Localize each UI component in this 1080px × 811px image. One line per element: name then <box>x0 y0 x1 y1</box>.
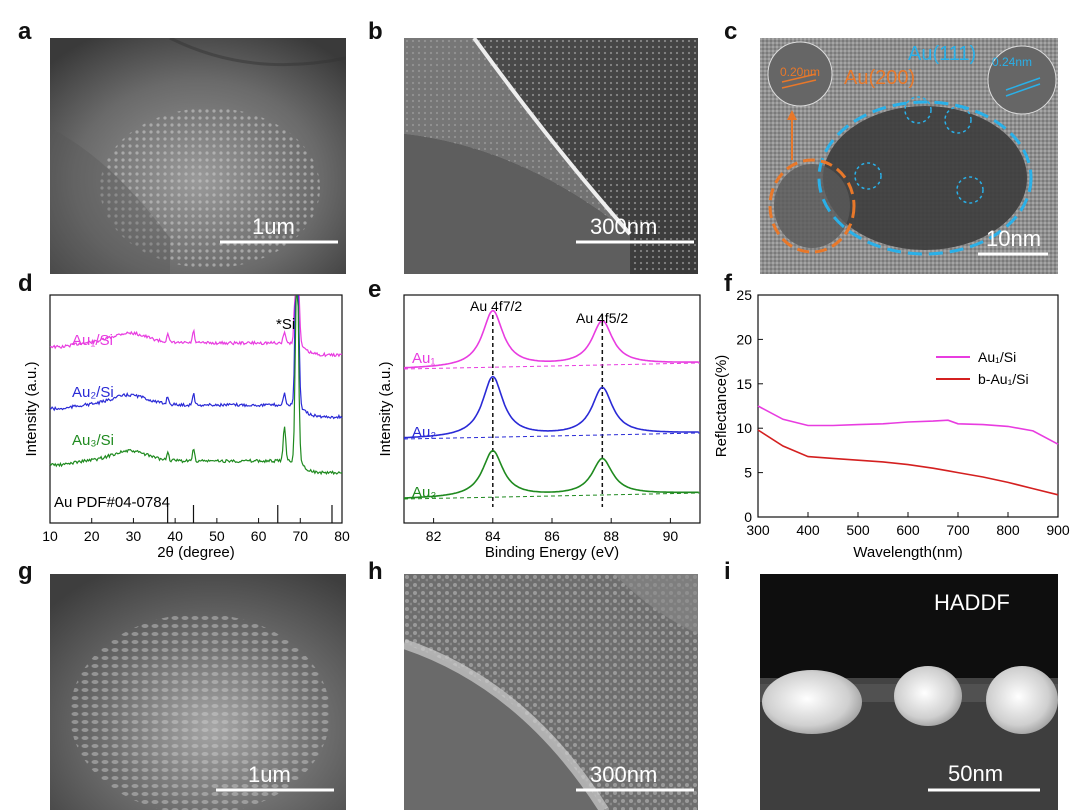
xtick-label-f: 400 <box>796 522 820 538</box>
legend-e-au2: Au₂ <box>412 424 436 441</box>
ytick-label-f: 25 <box>736 287 752 303</box>
chart-xps: 82 84 86 88 90 Intensity (a.u.) Binding Ener… <box>360 285 720 565</box>
panel-letter-e: e <box>368 276 382 303</box>
tem-image-c: 0.20nm 0.24nm Au(200) Au(111) 10nm <box>760 38 1058 274</box>
panel-letter-h: h <box>368 558 383 585</box>
xps-curve-3 <box>403 449 699 499</box>
xtick-label-e: 84 <box>485 528 501 544</box>
xtick-label-d: 60 <box>251 528 267 544</box>
xtick-label-e: 88 <box>603 528 619 544</box>
ytick-label-f: 0 <box>744 509 752 525</box>
legend-d-au3: Au₃/Si <box>72 432 114 449</box>
legend-f-bau1: b-Au₁/Si <box>978 371 1029 387</box>
haddf-image-i: HADDF 50nm <box>760 574 1058 810</box>
xtick-label-d: 50 <box>209 528 225 544</box>
xtick-label-d: 30 <box>126 528 142 544</box>
ylabel-d: Intensity (a.u.) <box>23 361 40 456</box>
si-annotation: *Si <box>276 316 295 333</box>
legend-e-au1: Au₁ <box>412 350 435 367</box>
ytick-label-f: 10 <box>736 420 752 436</box>
sem-image-g: 1um <box>50 574 346 810</box>
xtick-label-d: 40 <box>167 528 183 544</box>
xrd-curve-2 <box>49 295 343 420</box>
xtick-label-d: 20 <box>84 528 100 544</box>
xtick-label-d: 70 <box>292 528 308 544</box>
xps-curve-2 <box>403 375 699 439</box>
legend-e-au3: Au₃ <box>412 484 436 501</box>
xtick-label-f: 800 <box>996 522 1020 538</box>
plot-frame-e <box>403 294 701 524</box>
plane-label-111: Au(111) <box>908 43 976 65</box>
xps-baseline-1 <box>403 362 701 370</box>
scale-label-h: 300nm <box>590 762 657 787</box>
xrd-curve-3 <box>49 295 343 476</box>
xtick-label-f: 700 <box>946 522 970 538</box>
xps-baseline-3 <box>403 492 701 500</box>
panel-letter-g: g <box>18 558 33 585</box>
scale-label-g: 1um <box>248 762 291 787</box>
sem-image-h: 300nm <box>404 574 698 810</box>
panel-letter-b: b <box>368 18 383 45</box>
xrd-curve-1 <box>49 295 343 358</box>
xtick-label-f: 600 <box>896 522 920 538</box>
xlabel-f: Wavelength(nm) <box>853 544 962 561</box>
xlabel-e: Binding Energy (eV) <box>485 544 619 561</box>
legend-d-au1: Au₁/Si <box>72 332 113 349</box>
lattice-label-200: 0.20nm <box>780 65 820 79</box>
xtick-label-f: 900 <box>1046 522 1070 538</box>
legend-d-au2: Au₂/Si <box>72 384 114 401</box>
chart-xrd: 10 20 30 40 50 60 70 80 Intensity (a.u.) 2θ (de… <box>0 285 360 565</box>
scale-label-c: 10nm <box>986 226 1041 251</box>
reference-label-d: Au PDF#04-0784 <box>54 494 170 511</box>
chart-reflectance: 300 400 500 600 700 800 900 0 5 10 15 20 25 Reflecta… <box>713 285 1080 565</box>
panel-letter-i: i <box>724 558 731 585</box>
scale-label-i: 50nm <box>948 761 1003 786</box>
xtick-label-d: 10 <box>42 528 58 544</box>
sem-image-b: 300nm <box>404 38 698 274</box>
plane-label-200: Au(200) <box>844 67 915 89</box>
panel-letter-d: d <box>18 270 33 297</box>
panel-letter-a: a <box>18 18 32 45</box>
xps-curve-1 <box>403 309 699 369</box>
ytick-label-f: 20 <box>736 331 752 347</box>
xtick-label-e: 90 <box>663 528 679 544</box>
peak-label-4f52: Au 4f5/2 <box>576 310 628 326</box>
xtick-label-f: 500 <box>846 522 870 538</box>
scale-label-b: 300nm <box>590 214 657 239</box>
ytick-label-f: 15 <box>736 376 752 392</box>
xps-baseline-2 <box>403 432 701 440</box>
xtick-label-e: 86 <box>544 528 560 544</box>
xtick-label-f: 300 <box>746 522 770 538</box>
ylabel-f: Reflectance(%) <box>713 355 730 458</box>
ylabel-e: Intensity (a.u.) <box>377 361 394 456</box>
sem-image-a: 1um <box>50 38 346 274</box>
xtick-label-d: 80 <box>334 528 350 544</box>
xtick-label-e: 82 <box>426 528 442 544</box>
lattice-label-111: 0.24nm <box>992 55 1032 69</box>
ytick-label-f: 5 <box>744 465 752 481</box>
xlabel-d: 2θ (degree) <box>157 544 235 561</box>
scale-label-a: 1um <box>252 214 295 239</box>
peak-label-4f72: Au 4f7/2 <box>470 298 522 314</box>
reflectance-curve-1 <box>757 405 1059 445</box>
haddf-label: HADDF <box>934 590 1010 615</box>
panel-letter-c: c <box>724 18 738 45</box>
legend-f-au1: Au₁/Si <box>978 349 1016 365</box>
reflectance-curve-2 <box>757 429 1059 496</box>
panel-letter-f: f <box>724 270 732 297</box>
